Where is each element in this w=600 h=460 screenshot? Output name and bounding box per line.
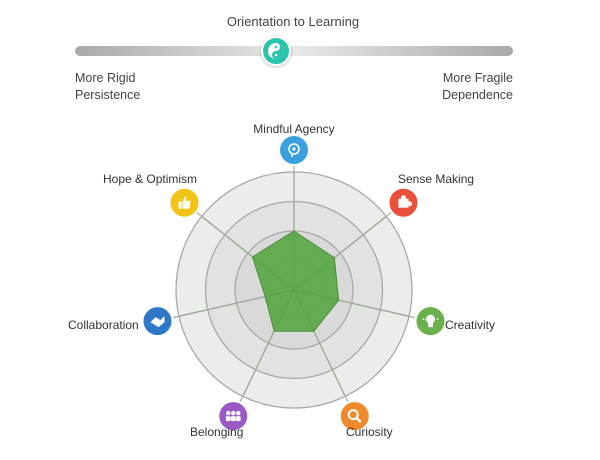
radar-spoke-overlay <box>293 289 346 397</box>
radar-spoke-overlay <box>293 216 387 291</box>
handshake-icon <box>141 305 174 338</box>
slider-title: Orientation to Learning <box>226 14 360 29</box>
rigid-persistence-label: More Rigid Persistence <box>75 71 141 102</box>
radar-spoke-overlay <box>242 289 295 397</box>
orientation-slider-track[interactable] <box>75 46 513 56</box>
axis-label-belonging: Belonging <box>190 425 243 439</box>
people-icon <box>217 400 250 433</box>
radar-spoke-overlay <box>293 289 410 317</box>
axis-label-curiosity: Curiosity <box>346 425 393 439</box>
axis-label-creativity: Creativity <box>445 318 495 332</box>
axis-label-hope-optimism: Hope & Optimism <box>103 172 197 186</box>
yin-yang-icon[interactable] <box>261 36 292 66</box>
radar-spoke-overlay <box>178 289 295 317</box>
axis-label-mindful-agency: Mindful Agency <box>253 122 334 136</box>
magnifier-icon <box>338 400 371 433</box>
axis-label-sense-making: Sense Making <box>398 172 474 186</box>
radar-data-area <box>251 230 340 332</box>
lightbulb-icon <box>414 305 447 338</box>
fragile-dependence-label: More Fragile Dependence <box>442 71 513 102</box>
head-icon <box>278 134 310 166</box>
axis-label-collaboration: Collaboration <box>68 318 139 332</box>
radar-spoke-overlay <box>201 216 295 291</box>
puzzle-icon <box>387 186 420 219</box>
thumbs-up-icon <box>168 186 201 219</box>
